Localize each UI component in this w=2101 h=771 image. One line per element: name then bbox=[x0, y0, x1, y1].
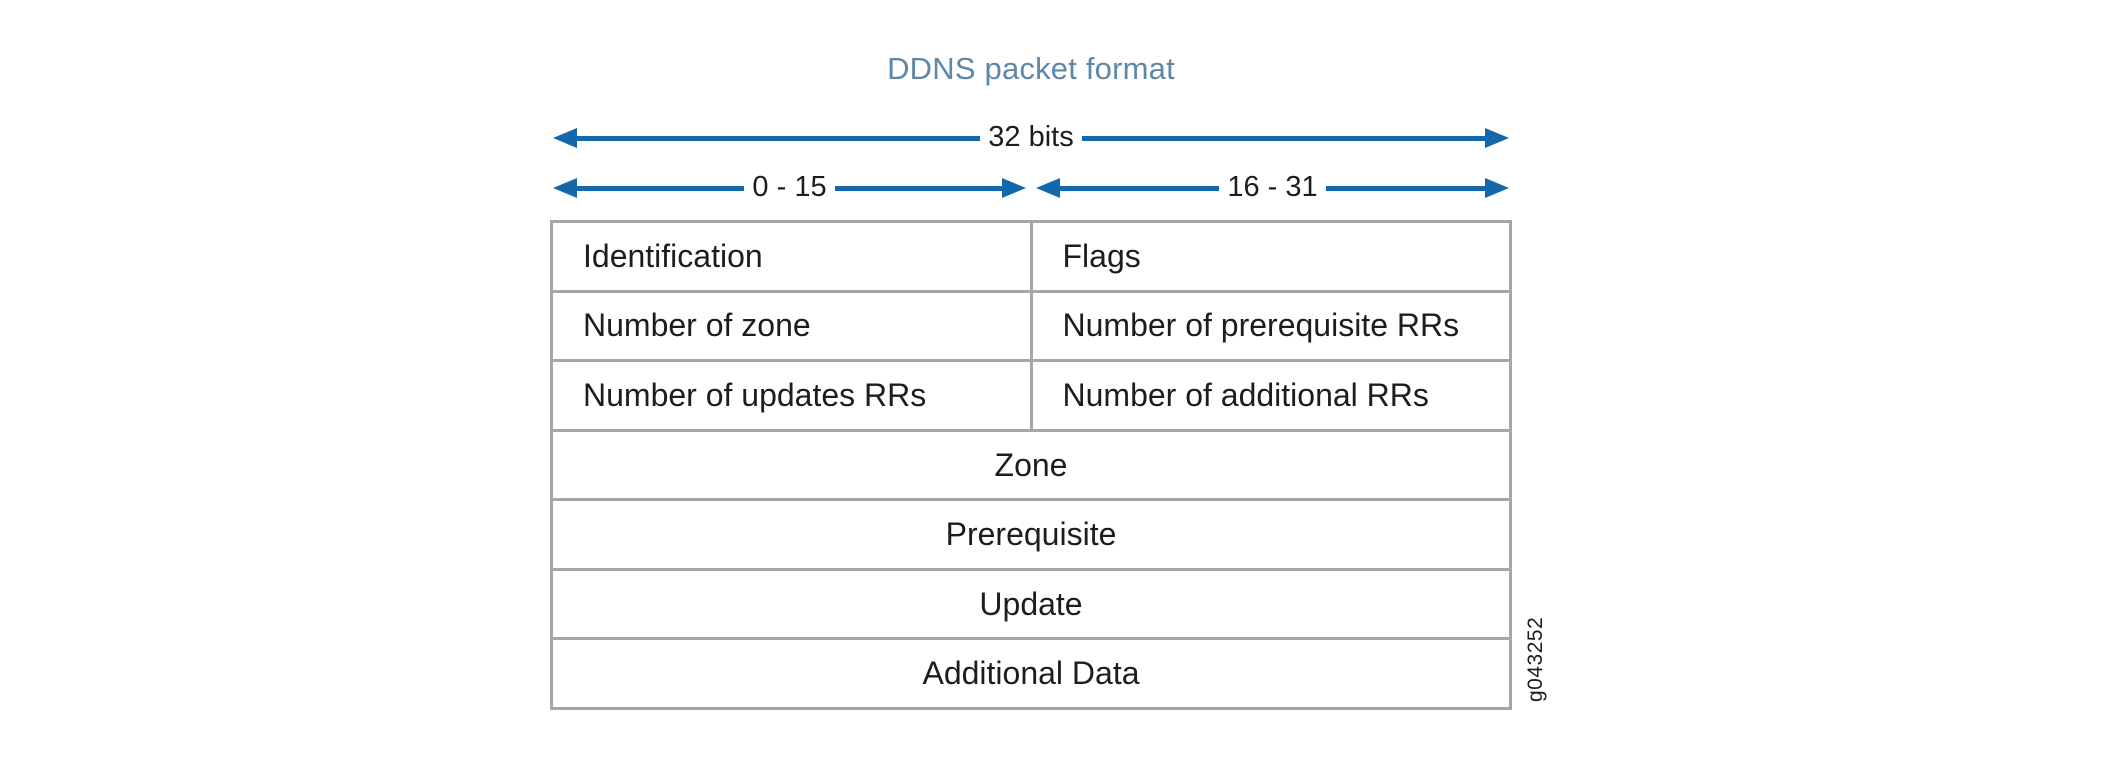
table-row: Update bbox=[553, 571, 1509, 641]
arrowhead-left-icon bbox=[553, 128, 577, 148]
table-row: Zone bbox=[553, 432, 1509, 502]
field-number-of-zone: Number of zone bbox=[583, 307, 811, 344]
bit-ruler-0-15-label: 0 - 15 bbox=[752, 170, 827, 203]
field-number-of-updates-rrs: Number of updates RRs bbox=[583, 376, 927, 413]
field-flags: Flags bbox=[1029, 223, 1510, 290]
bit-ruler-16-31: 16 - 31 bbox=[1036, 172, 1510, 201]
field-identification: Identification bbox=[583, 237, 763, 274]
field-prerequisite: Prerequisite bbox=[945, 516, 1117, 553]
arrowhead-right-icon bbox=[1002, 178, 1027, 198]
arrow-shaft bbox=[1060, 185, 1220, 191]
field-number-of-additional-rrs: Number of additional RRs bbox=[1029, 362, 1510, 429]
table-row: Additional Data bbox=[553, 640, 1509, 707]
field-number-of-prerequisite-rrs: Number of prerequisite RRs bbox=[1029, 292, 1510, 360]
arrowhead-left-icon bbox=[553, 178, 577, 198]
table-row: Number of zone Number of prerequisite RR… bbox=[553, 292, 1510, 363]
bit-ruler-0-15: 0 - 15 bbox=[553, 172, 1027, 201]
arrow-shaft bbox=[834, 185, 1003, 191]
arrowhead-right-icon bbox=[1485, 128, 1510, 148]
bit-ruler-32-bits: 32 bits bbox=[553, 122, 1510, 151]
bit-ruler-16-31-label: 16 - 31 bbox=[1227, 170, 1318, 203]
field-zone: Zone bbox=[994, 446, 1068, 483]
packet-field-table: Identification Flags Number of zone Numb… bbox=[550, 220, 1512, 710]
arrow-shaft bbox=[577, 185, 745, 191]
arrowhead-left-icon bbox=[1036, 178, 1060, 198]
bit-ruler-32-bits-label: 32 bits bbox=[988, 120, 1074, 153]
table-row: Number of updates RRs Number of addition… bbox=[553, 362, 1509, 432]
field-update: Update bbox=[979, 585, 1083, 622]
arrow-shaft bbox=[577, 135, 981, 141]
arrow-shaft bbox=[1081, 135, 1486, 141]
arrow-shaft bbox=[1325, 185, 1486, 191]
figure-id: g043252 bbox=[1524, 616, 1547, 702]
table-row: Prerequisite bbox=[553, 501, 1509, 571]
table-row: Identification Flags bbox=[553, 223, 1509, 293]
bit-ruler-halves: 0 - 15 16 - 31 bbox=[553, 172, 1510, 201]
field-additional-data: Additional Data bbox=[922, 655, 1140, 692]
arrowhead-right-icon bbox=[1485, 178, 1510, 198]
figure-title: DDNS packet format bbox=[887, 51, 1175, 86]
